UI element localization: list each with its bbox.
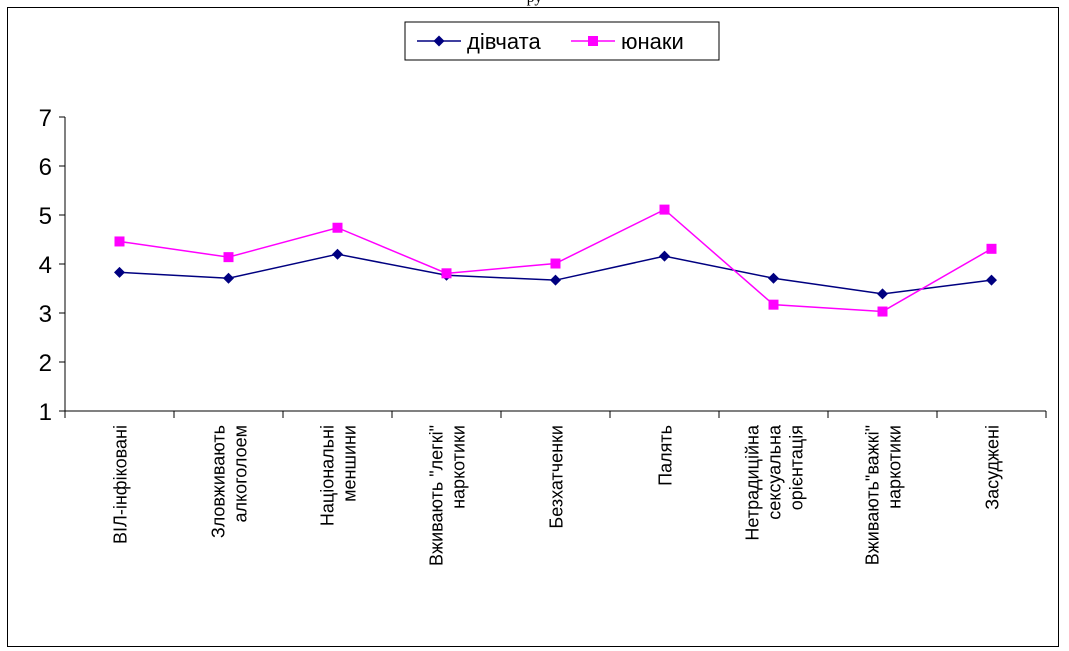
data-point [441, 268, 452, 279]
series-layer [114, 204, 997, 317]
y-tick-label: 6 [39, 154, 52, 181]
x-category-label: меншини [340, 425, 360, 502]
x-category-label: Національні [318, 425, 338, 526]
data-point [877, 306, 888, 317]
data-point [550, 258, 561, 269]
cropped-caption-strip: ру [0, 0, 1069, 6]
y-tick-label: 5 [39, 203, 52, 230]
data-point [659, 250, 670, 262]
data-point [114, 266, 125, 278]
data-point [877, 288, 888, 300]
data-point [114, 236, 125, 247]
x-category-label: Зловживають [209, 425, 229, 538]
data-point [332, 222, 343, 233]
chart-frame: дівчата юнаки 1 2 3 4 5 6 7 ВІЛ-інфіковані Зловжи… [7, 7, 1059, 647]
data-point [768, 299, 779, 310]
legend-label: дівчата [467, 29, 541, 54]
x-category-label: Засуджені [983, 425, 1003, 510]
data-point [550, 274, 561, 286]
legend-marker [588, 36, 598, 46]
x-category-label: Безхатченки [547, 425, 567, 529]
axes: 1 2 3 4 5 6 7 ВІЛ-інфіковані Зловживають алкоголо… [39, 105, 1047, 566]
legend: дівчата юнаки [404, 21, 720, 61]
cropped-caption-text: ру [0, 0, 1069, 6]
data-point [986, 274, 997, 286]
x-category-label: алкоголоем [231, 425, 251, 523]
data-point [768, 272, 779, 284]
legend-label: юнаки [621, 29, 684, 54]
line-chart: дівчата юнаки 1 2 3 4 5 6 7 ВІЛ-інфіковані Зловжи… [39, 21, 1047, 566]
y-tick-label: 4 [39, 252, 52, 279]
x-category-label: Нетрадиційна [743, 424, 763, 541]
y-tick-label: 3 [39, 301, 52, 328]
data-point [986, 243, 997, 254]
legend-marker [433, 35, 445, 47]
x-category-label: сексуальна [765, 424, 785, 520]
x-category-label: орієнтація [787, 425, 807, 510]
y-tick-label: 2 [39, 350, 52, 377]
x-category-label: наркотики [449, 425, 469, 509]
x-category-label: наркотики [885, 425, 905, 509]
x-category-label: Вживають"важкі" [863, 425, 883, 565]
x-category-label: Вживають "легкі" [427, 425, 447, 566]
data-point [223, 272, 234, 284]
y-tick-label: 7 [39, 105, 52, 132]
x-category-label: ВІЛ-інфіковані [111, 425, 131, 544]
data-point [332, 248, 343, 260]
data-point [659, 204, 670, 215]
x-category-label: Палять [656, 425, 676, 486]
data-point [223, 252, 234, 263]
y-tick-label: 1 [39, 399, 52, 426]
